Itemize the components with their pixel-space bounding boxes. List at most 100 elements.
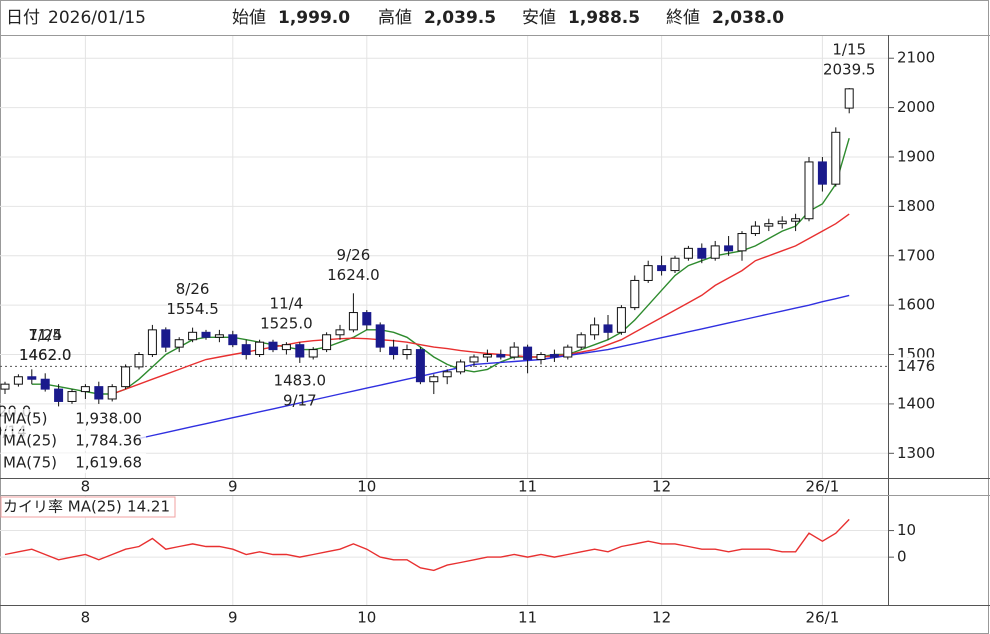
candle-body: [764, 223, 774, 227]
y-tick-label: 1700: [897, 246, 935, 264]
candle-body: [80, 386, 90, 393]
candle-body: [241, 344, 251, 356]
annotation-value: 1525.0: [260, 315, 313, 333]
legend-bg: [1, 453, 146, 473]
annotation-value: 1554.5: [166, 300, 219, 318]
field-value: 1,988.5: [568, 8, 640, 28]
candle-body: [630, 279, 640, 309]
legend-bg: [1, 431, 146, 451]
candle-body: [375, 324, 385, 348]
y-tick-label: 1600: [897, 296, 935, 314]
field-label: 高値: [378, 8, 412, 28]
legend-bg: [1, 409, 146, 429]
x-tick-label: 12: [652, 609, 671, 627]
candle-body: [523, 346, 533, 360]
candle-body: [389, 346, 399, 356]
candle-body: [670, 257, 680, 272]
candle-body: [201, 331, 211, 338]
annotation-date: 8/26: [176, 280, 210, 298]
x-tick-label: 8: [81, 478, 91, 496]
candle-body: [415, 349, 425, 383]
candle-body: [402, 349, 412, 356]
candle-body: [442, 371, 452, 378]
x-tick-label: 8: [81, 609, 91, 627]
candle-body: [817, 161, 827, 185]
candle-body: [697, 247, 707, 259]
candle-body: [107, 386, 117, 400]
candle-body: [161, 329, 171, 348]
legend-name: MA(5): [3, 410, 47, 428]
candle-body: [549, 354, 559, 358]
candle-body: [121, 366, 131, 388]
candle-body: [348, 312, 358, 331]
x-tick-label: 11: [518, 609, 537, 627]
legend-value: 1,619.68: [75, 454, 142, 472]
candle-body: [67, 391, 77, 402]
candle-body: [214, 334, 224, 338]
candle-body: [710, 245, 720, 259]
ma-line: [111, 213, 850, 395]
y-tick-label: 2100: [897, 49, 935, 67]
candle-body: [295, 344, 305, 358]
annotation-date: 11/4: [270, 295, 304, 313]
panel: 0 10 8 9 10 11 12 26/1 カイリ率 MA(25) 14.21: [0, 496, 916, 627]
candle-body: [791, 218, 801, 222]
candle-body: [40, 378, 50, 390]
candle-body: [362, 312, 372, 326]
candle-body: [147, 329, 157, 356]
candle-body: [777, 220, 787, 225]
deviation-line: [4, 518, 850, 572]
date-label: 日付: [6, 8, 40, 28]
field-value: 1,999.0: [278, 8, 350, 28]
candle-body: [750, 225, 760, 235]
candle-body: [657, 265, 667, 272]
field-label: 安値: [522, 8, 556, 28]
x-tick-label: 26/1: [806, 478, 840, 496]
candle-body: [255, 341, 265, 356]
ref-label-bg: [890, 357, 940, 376]
x-tick-label: 12: [652, 478, 671, 496]
x-tick-label: 9: [228, 478, 238, 496]
annotation-value: 1624.0: [327, 266, 380, 284]
candle-body: [308, 349, 318, 358]
candle-body: [27, 376, 37, 380]
candle-body: [590, 324, 600, 336]
candle-body: [469, 356, 479, 363]
annotation-value: 1462.0: [19, 346, 72, 364]
legend-value: 1,938.00: [75, 410, 142, 428]
candle-body: [281, 344, 291, 351]
candle-body: [683, 247, 693, 259]
candle-body: [134, 354, 144, 368]
candle-body: [616, 307, 626, 333]
candle-body: [335, 329, 345, 336]
candle-body: [268, 341, 278, 351]
candle-body: [509, 346, 519, 358]
candle-body: [188, 331, 198, 341]
x-tick-label: 10: [357, 609, 376, 627]
candle-body: [724, 245, 734, 252]
candle-body: [0, 383, 10, 390]
ma-line: [138, 294, 850, 440]
x-tick-label: 26/1: [806, 609, 840, 627]
y-tick-label: 1900: [897, 147, 935, 165]
annotation-date: 9/17: [283, 391, 317, 409]
annotation-date: 11/5: [28, 326, 62, 344]
y-tick-label: 1400: [897, 394, 935, 412]
candle-body: [482, 354, 492, 358]
annotation-date: 9/26: [337, 246, 371, 264]
candle-body: [496, 354, 506, 358]
candle-body: [456, 361, 466, 373]
field-value: 2,039.5: [424, 8, 496, 28]
x-tick-label: 11: [518, 478, 537, 496]
candle-body: [536, 354, 546, 360]
candle-body: [94, 386, 104, 400]
legend-name: MA(25): [3, 432, 57, 450]
y-tick-label: 0: [897, 548, 907, 566]
field-label: 終値: [666, 8, 700, 28]
candle-body: [804, 161, 814, 220]
candle-body: [737, 233, 747, 252]
annotation-date: 7/24: [28, 326, 62, 344]
candle-body: [576, 334, 586, 348]
legend-value: 1,784.36: [75, 432, 142, 450]
